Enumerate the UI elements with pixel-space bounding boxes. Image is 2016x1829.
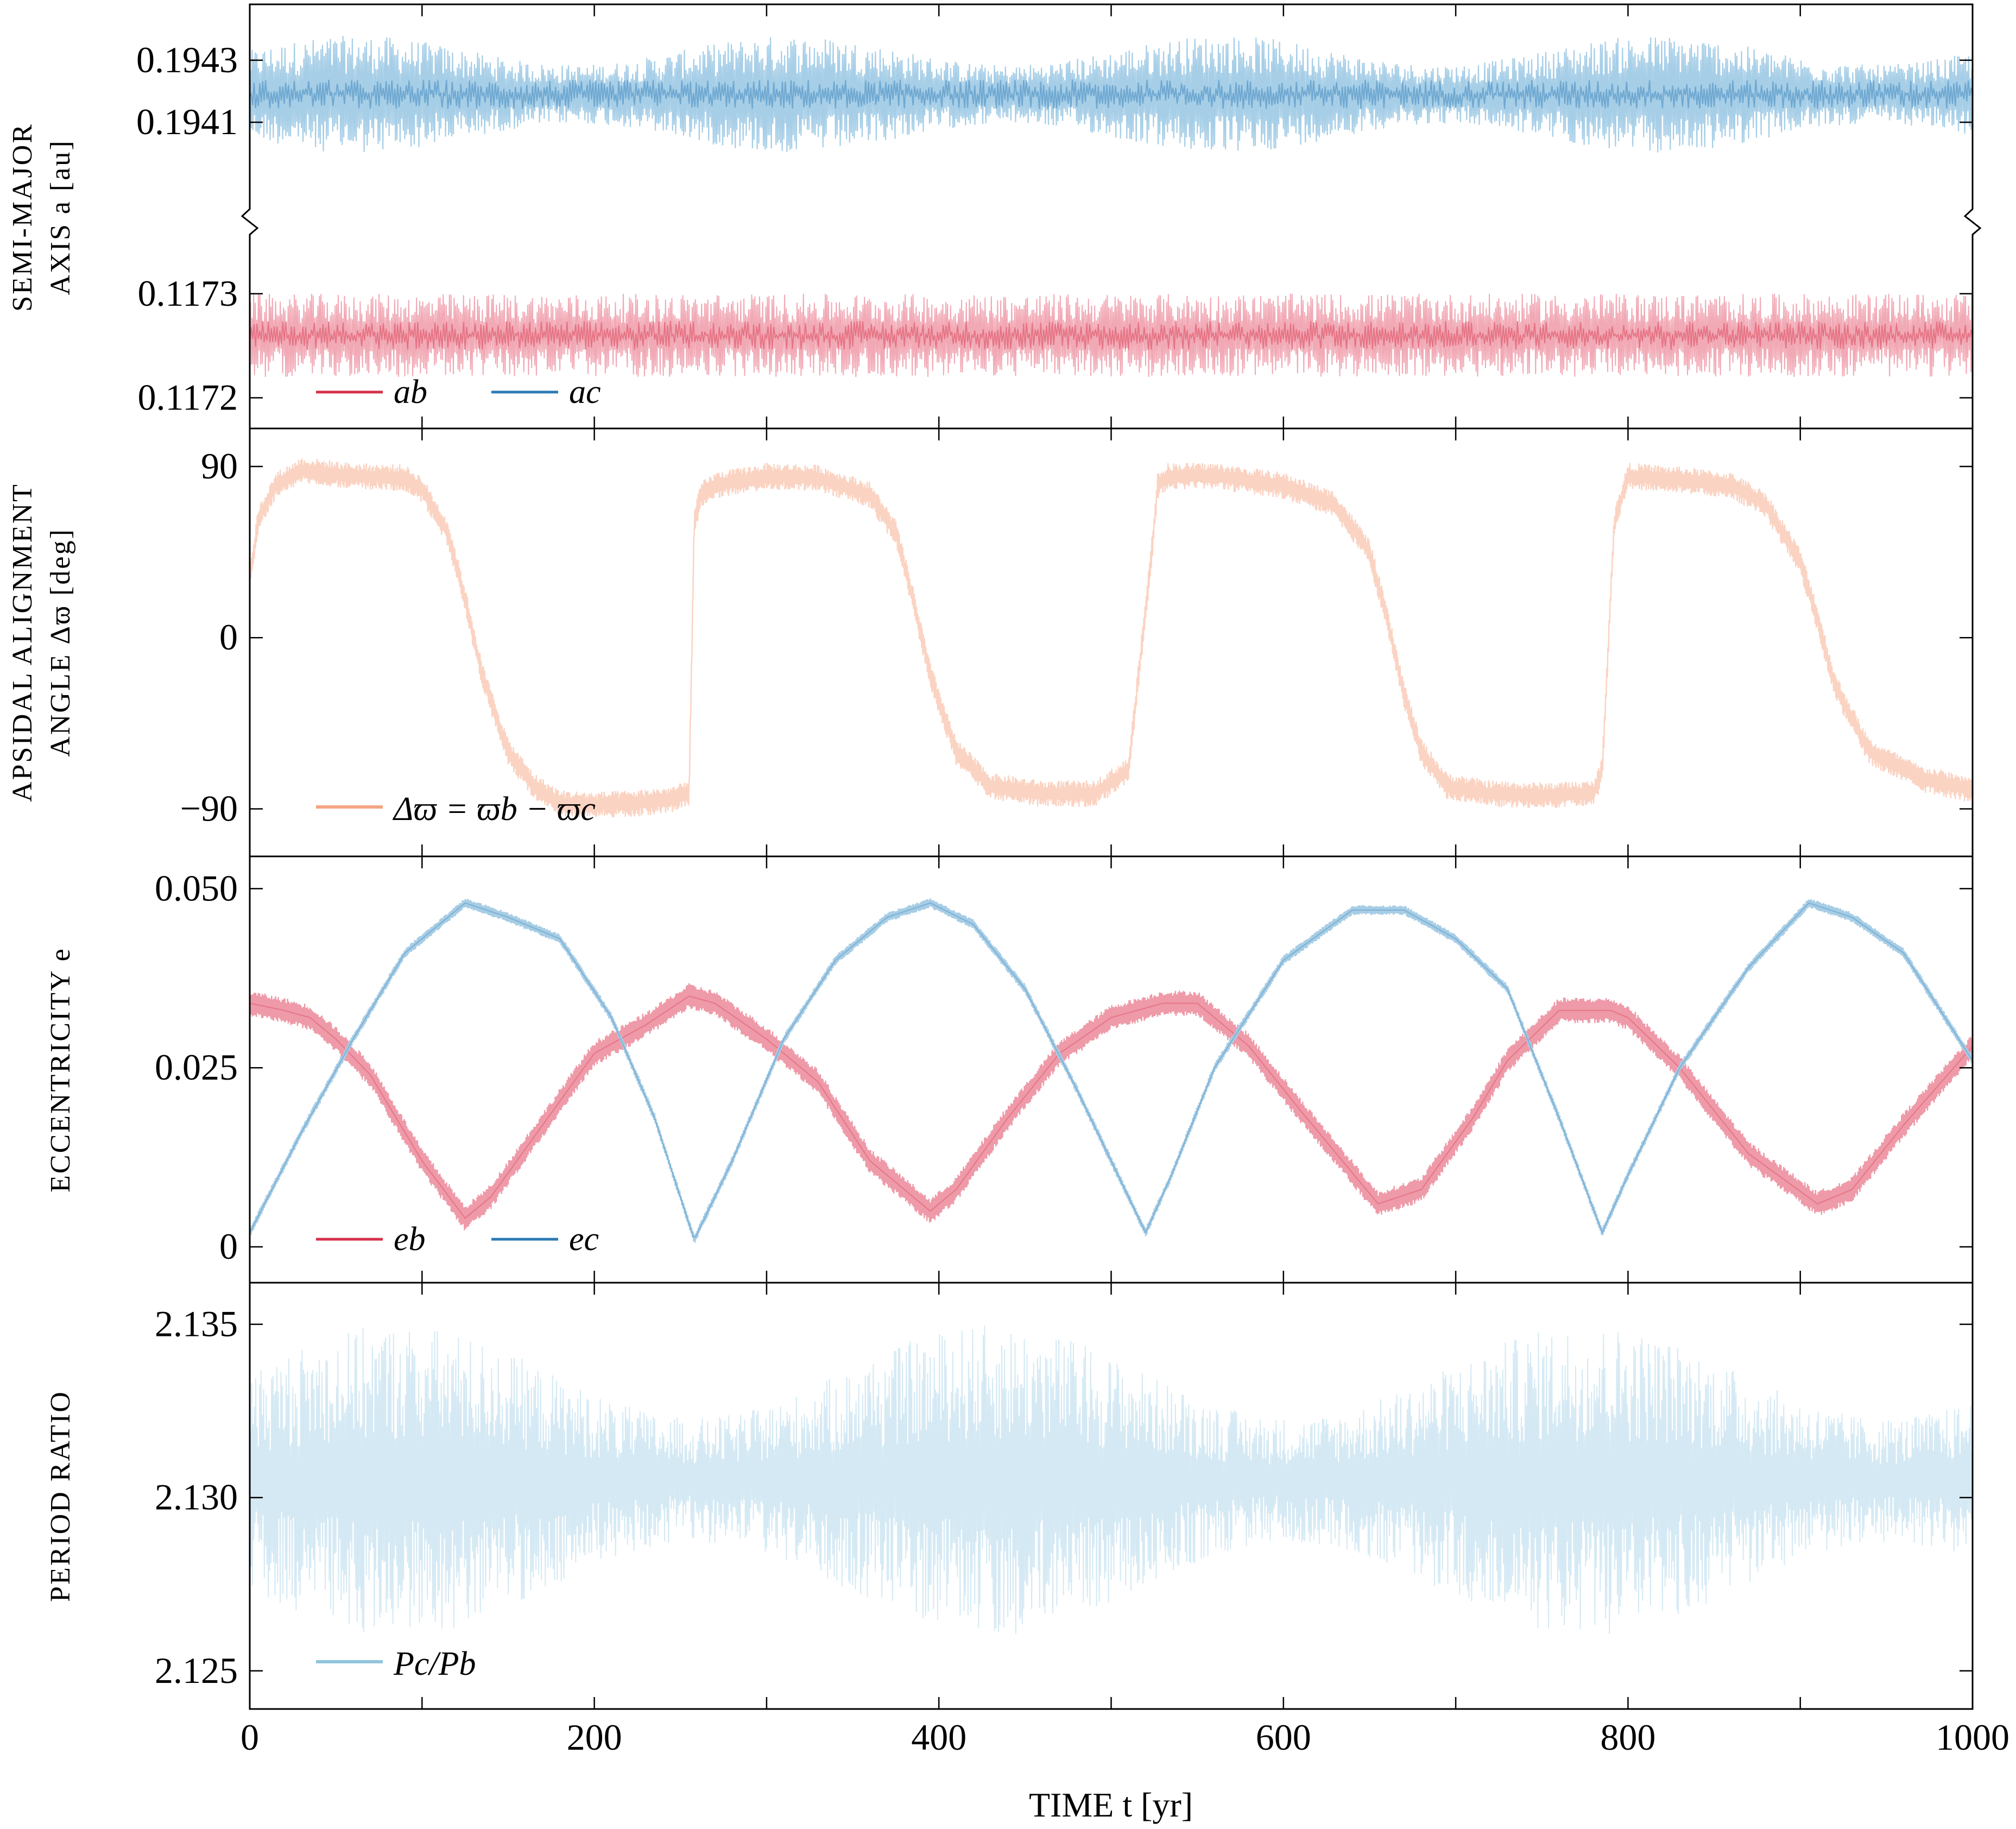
- panel-apsidal-angle: 900−90 APSIDAL ALIGNMENT ANGLE Δϖ [deg] …: [7, 427, 1974, 857]
- y-tick-label: 0: [219, 616, 238, 658]
- y-tick-label: 90: [201, 445, 238, 487]
- y-tick-label: 2.130: [155, 1477, 238, 1518]
- legend: Δϖ = ϖb − ϖc: [316, 791, 596, 828]
- x-tick-label: 800: [1600, 1717, 1655, 1758]
- apsidal-angle-ticks: 90 0 −90: [180, 445, 1973, 829]
- series-core-a-b: [249, 320, 1973, 350]
- x-tick-label: 0: [241, 1717, 259, 1758]
- legend-label-delta-varpi: Δϖ = ϖb − ϖc: [392, 791, 596, 828]
- legend-label-eb: eb: [394, 1221, 426, 1258]
- panel-eccentricity: 0.050 0.025 0 ECCENTRICITY e eb ec: [45, 855, 1974, 1284]
- series-line-delta-varpi: [249, 458, 1974, 818]
- x-axis-label: TIME t [yr]: [1029, 1786, 1193, 1824]
- semi-major-axis-ticks: 0.1943 0.1941 0.1173 0.1172: [136, 39, 1973, 418]
- series-line-a-b: [249, 293, 1973, 377]
- legend-label-ab: ab: [394, 374, 427, 411]
- axis-break-mask: [239, 198, 1983, 242]
- y-tick-label: 2.125: [155, 1650, 238, 1691]
- x-tick-label: 1000: [1936, 1717, 2009, 1758]
- y-axis-label-line-1: APSIDAL ALIGNMENT: [7, 483, 38, 802]
- axis-break-right: [1963, 198, 1982, 242]
- panel-period-ratio: 2.135 2.130 2.125 PERIOD RATIO Pc/Pb: [45, 1282, 1974, 1710]
- y-tick-label: 2.135: [155, 1303, 238, 1345]
- y-tick-label: −90: [180, 787, 238, 829]
- series-center-e-c: [249, 902, 1973, 1238]
- series-line-e-c: [249, 898, 1974, 1243]
- y-upper-tick-label: 0.1943: [136, 39, 238, 80]
- eccentricity-series: [249, 898, 1974, 1243]
- series-center-e-b: [249, 995, 1973, 1219]
- x-axis-ticks: 0 200 400 600 800 1000: [241, 4, 2009, 1758]
- legend-label-period-ratio: Pc/Pb: [393, 1645, 476, 1682]
- x-tick-label: 600: [1256, 1717, 1311, 1758]
- y-axis-label: PERIOD RATIO: [45, 1390, 76, 1602]
- y-tick-label: 0.050: [155, 867, 238, 909]
- y-tick-label: 0: [219, 1226, 238, 1267]
- y-axis-label-line-2: AXIS a [au]: [45, 139, 76, 295]
- y-axis-label-line-2: ANGLE Δϖ [deg]: [45, 528, 76, 757]
- eccentricity-ticks: 0.050 0.025 0: [155, 867, 1973, 1267]
- y-lower-tick-label: 0.1173: [138, 273, 238, 314]
- y-tick-label: 0.025: [155, 1046, 238, 1088]
- series-line-period-ratio: [249, 1325, 1973, 1634]
- y-lower-tick-label: 0.1172: [138, 377, 238, 418]
- series-core-a-c: [249, 79, 1974, 109]
- y-axis-label-line-1: SEMI-MAJOR: [7, 123, 38, 312]
- axis-break-left: [241, 198, 259, 242]
- series-line-a-c: [249, 35, 1974, 153]
- x-tick-label: 200: [567, 1717, 622, 1758]
- legend-label-ec: ec: [569, 1221, 599, 1258]
- legend: eb ec: [316, 1221, 599, 1258]
- period-ratio-ticks: 2.135 2.130 2.125: [155, 1303, 1973, 1691]
- x-tick-label: 400: [911, 1717, 966, 1758]
- legend: ab ac: [316, 374, 601, 411]
- legend: Pc/Pb: [316, 1645, 476, 1682]
- y-axis-label: ECCENTRICITY e: [45, 947, 76, 1193]
- panel-semi-major-axis: 0.1943 0.1941 0.1173 0.1172 SEMI-MAJOR AXIS…: [7, 3, 1983, 430]
- apsidal-angle-series: [249, 458, 1974, 818]
- semi-major-axis-series: [249, 35, 1974, 377]
- period-ratio-series: [249, 1325, 1973, 1634]
- y-upper-tick-label: 0.1941: [136, 101, 238, 142]
- series-line-e-b: [249, 983, 1974, 1231]
- legend-label-ac: ac: [569, 374, 601, 411]
